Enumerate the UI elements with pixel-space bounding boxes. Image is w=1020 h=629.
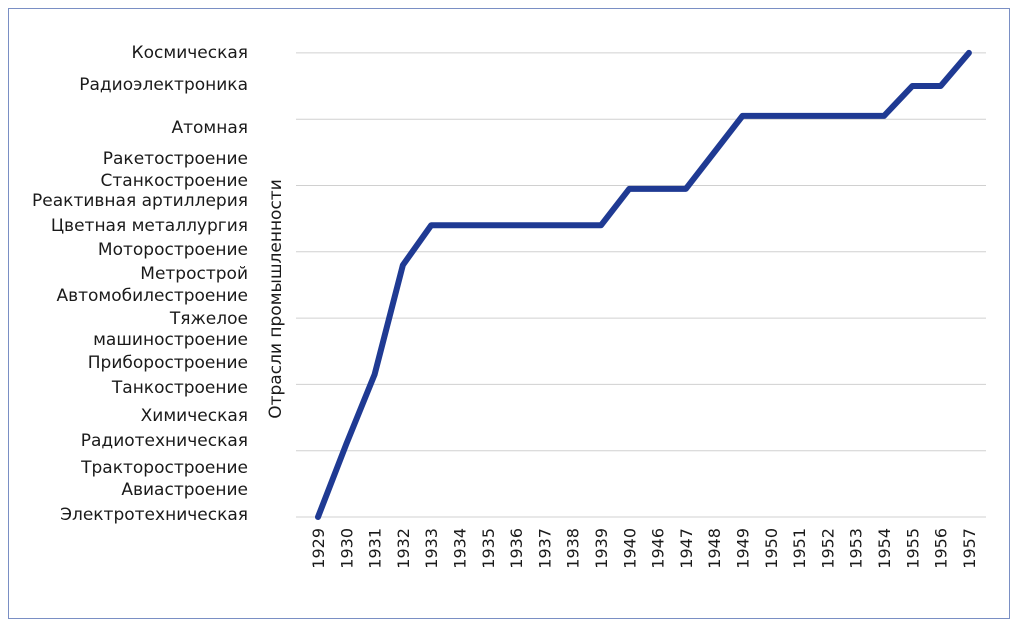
x-tick-label-1935: 1935	[479, 528, 498, 569]
x-tick-label-1929: 1929	[309, 528, 328, 569]
y-tick-label-tsvetnaya-metallurgiya: Цветная металлургия	[50, 216, 248, 236]
x-tick-label-1940: 1940	[620, 528, 639, 569]
y-tick-label-kosmicheskaya: Космическая	[131, 43, 248, 63]
y-tick-label-aviastroenie: Авиастроение	[121, 480, 248, 500]
y-tick-label-reaktivnaya-artilleriya: Реактивная артиллерия	[32, 191, 248, 211]
y-tick-label-raketostroenie: Ракетостроение	[102, 149, 248, 169]
y-tick-label-khimicheskaya: Химическая	[140, 406, 248, 426]
x-tick-label-1948: 1948	[705, 528, 724, 569]
y-tick-label-motorostroenie: Моторостроение	[97, 240, 248, 260]
series-line-0	[315, 49, 972, 520]
x-tick-label-1937: 1937	[535, 528, 554, 569]
x-tick-label-1956: 1956	[932, 528, 951, 569]
y-tick-label-radiotekhnicheskaya: Радиотехническая	[80, 431, 248, 451]
x-tick-label-1930: 1930	[337, 528, 356, 569]
y-tick-label-priborostroenie: Приборостроение	[87, 353, 248, 373]
x-tick-label-1938: 1938	[564, 528, 583, 569]
y-tick-label-traktorostroenie: Тракторостроение	[81, 458, 248, 478]
x-tick-label-1957: 1957	[960, 528, 979, 569]
x-tick-label-1955: 1955	[903, 528, 922, 569]
y-tick-label-stankostroenie: Станкостроение	[100, 171, 249, 191]
y-tick-label-elektrotekhnicheskaya: Электротехническая	[60, 505, 248, 525]
x-tick-label-1946: 1946	[649, 528, 668, 569]
y-tick-label-radioelektronika: Радиоэлектроника	[79, 75, 248, 95]
x-tick-label-1947: 1947	[677, 528, 696, 569]
y-tick-label-tankostroenie: Танкостроение	[111, 378, 248, 398]
x-tick-label-1949: 1949	[734, 528, 753, 569]
x-tick-label-1951: 1951	[790, 528, 809, 569]
x-tick-label-1954: 1954	[875, 528, 894, 569]
y-tick-label-avtomobilestroenie: Автомобилестроение	[56, 286, 248, 306]
x-tick-label-1953: 1953	[847, 528, 866, 569]
x-tick-label-1936: 1936	[507, 528, 526, 569]
x-tick-label-1934: 1934	[451, 528, 470, 569]
x-tick-label-1933: 1933	[422, 528, 441, 569]
x-tick-label-1939: 1939	[592, 528, 611, 569]
y-tick-label-tyazheloe-mashinostroenie: Тяжелое машиностроение	[93, 309, 248, 351]
y-tick-label-metrostroy: Метрострой	[140, 264, 248, 284]
x-tick-label-1950: 1950	[762, 528, 781, 569]
y-tick-label-atomnaya: Атомная	[171, 118, 248, 138]
x-tick-label-1931: 1931	[366, 528, 385, 569]
x-tick-label-1932: 1932	[394, 528, 413, 569]
x-tick-label-1952: 1952	[818, 528, 837, 569]
